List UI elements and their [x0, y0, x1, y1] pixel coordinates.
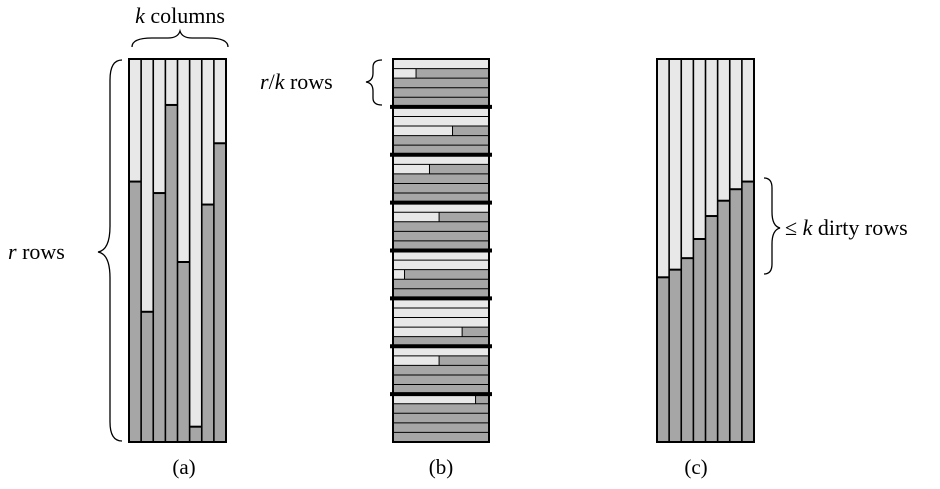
panel-c-frame [656, 58, 755, 443]
panel-c-column-2-dark [669, 269, 682, 442]
panel-a-column-4-light [165, 59, 178, 105]
panel-c-column-7-light [729, 59, 742, 190]
caption-c: (c) [684, 455, 707, 479]
panel-b-row-36-light [393, 394, 476, 404]
panel-a-column-7-light [201, 59, 214, 205]
panel-c-column-4-light [693, 59, 706, 240]
panel-b-row-18-dark [393, 221, 489, 232]
panel-c-column-1-dark [657, 277, 670, 442]
panel-c-column-3-light [681, 59, 694, 259]
panel-a-column-2-dark [141, 311, 154, 442]
panel-c-column-2-light [669, 59, 682, 270]
panel-b-row-14-dark [393, 183, 489, 194]
panel-b-row-15-dark [393, 193, 489, 203]
panel-b-row-27-light [393, 307, 489, 318]
k-columns-label: k columns [135, 3, 225, 28]
panel-b-row-30-dark [393, 336, 489, 347]
panel-b-row-29-dark [462, 327, 489, 337]
panel-b-row-8-dark [452, 126, 489, 136]
panel-b-row-36-dark [475, 394, 489, 404]
panel-c-column-8-light [741, 59, 754, 182]
panel-b-row-21-light [393, 250, 489, 261]
dirty-rows-brace [763, 177, 781, 275]
panel-b-row-28-light [393, 317, 489, 328]
panel-b-row-19-dark [393, 231, 489, 241]
panel-b-row-39-dark [393, 422, 489, 433]
panel-c-column-5-dark [705, 216, 718, 442]
panel-c-column-6-light [717, 59, 730, 201]
r-rows-label: r rows [8, 239, 65, 264]
panel-b-row-10-dark [393, 145, 489, 155]
panel-c-column-5-light [705, 59, 718, 217]
panel-b-row-6-light [393, 106, 489, 117]
panel-b-row-5-dark [393, 97, 489, 107]
panel-b-row-4-dark [393, 87, 489, 98]
panel-b-row-11-light [393, 154, 489, 165]
panel-a-column-5-dark [177, 261, 190, 442]
panel-b-row-33-dark [393, 365, 489, 375]
panel-a-column-6-light [189, 59, 202, 427]
caption-b: (b) [429, 455, 454, 479]
k-columns-brace [131, 28, 229, 48]
panel-b-row-20-dark [393, 240, 489, 251]
panel-c-column-3-dark [681, 258, 694, 442]
panel-c-column-4-dark [693, 239, 706, 442]
panel-b-row-23-dark [404, 269, 489, 280]
panel-b-row-29-light [393, 327, 463, 337]
panel-b-row-32-light [393, 355, 440, 366]
panel-a-frame [128, 58, 227, 443]
panel-b-row-35-dark [393, 384, 489, 395]
panel-a-column-6-dark [189, 426, 202, 442]
panel-b-row-26-light [393, 298, 489, 308]
panel-b-row-17-dark [439, 212, 489, 222]
panel-b-row-7-light [393, 116, 489, 127]
panel-b-row-23-light [393, 269, 405, 280]
panel-c-column-8-dark [741, 181, 754, 442]
panel-b-row-8-light [393, 126, 453, 136]
panel-b-row-12-light [393, 164, 430, 174]
panel-a-columns [128, 58, 227, 443]
panel-a-column-7-dark [201, 204, 214, 442]
rk-rows-brace [365, 59, 383, 106]
panel-b-row-40-dark [393, 432, 489, 442]
panel-b-row-16-light [393, 202, 489, 213]
panel-b-frame [392, 58, 490, 443]
panel-b-row-34-dark [393, 374, 489, 385]
panel-b-row-25-dark [393, 288, 489, 299]
panel-b-row-2-dark [416, 68, 489, 79]
panel-a-column-5-light [177, 59, 190, 262]
panel-a-column-1-light [129, 59, 142, 182]
panel-a-column-3-light [153, 59, 166, 194]
panel-b-row-24-dark [393, 279, 489, 289]
rk-rows-label: r/k rows [260, 69, 333, 94]
caption-a: (a) [172, 455, 195, 479]
dirty-rows-label: ≤ k dirty rows [785, 215, 908, 240]
panel-a-column-4-dark [165, 104, 178, 443]
panel-b-row-2-light [393, 68, 417, 79]
panel-b-rows [390, 58, 492, 443]
panel-b-row-13-dark [393, 173, 489, 184]
panel-a-column-2-light [141, 59, 154, 312]
panel-b-row-9-dark [393, 135, 489, 146]
panel-c-column-6-dark [717, 200, 730, 442]
panel-b-row-31-light [393, 346, 489, 356]
panel-a-column-1-dark [129, 181, 142, 442]
panel-b-row-32-dark [439, 355, 489, 366]
panel-c-column-7-dark [729, 189, 742, 442]
panel-a-column-8-light [213, 59, 226, 144]
panel-c-columns [656, 58, 755, 443]
panel-b-row-38-dark [393, 413, 489, 423]
r-rows-brace [97, 59, 123, 442]
panel-b-row-17-light [393, 212, 440, 222]
panel-b-row-3-dark [393, 78, 489, 88]
panel-b-row-12-dark [429, 164, 489, 174]
panel-b-row-37-dark [393, 403, 489, 414]
panel-c-column-1-light [657, 59, 670, 278]
panel-b-row-1-light [393, 59, 489, 69]
panel-b-row-22-light [393, 260, 489, 270]
panel-a-column-8-dark [213, 143, 226, 442]
panel-a-column-3-dark [153, 193, 166, 442]
